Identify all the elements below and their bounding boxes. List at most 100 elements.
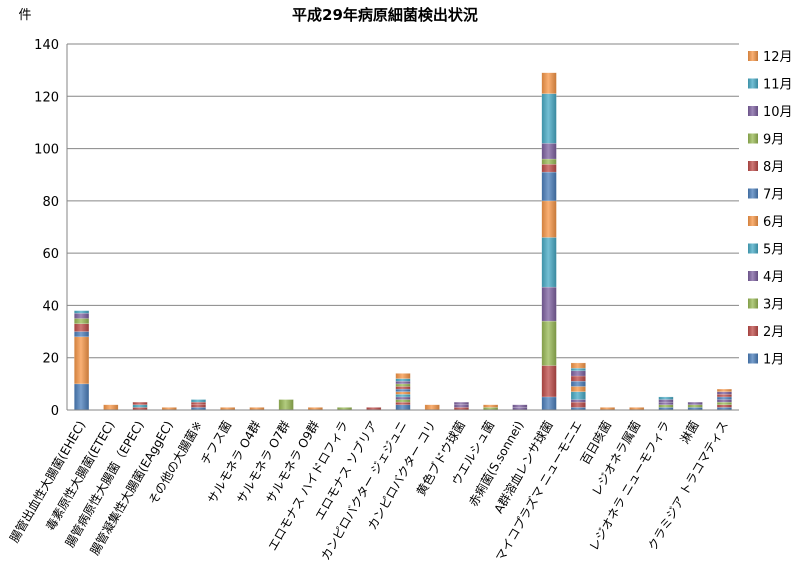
- bar-segment: [395, 394, 411, 398]
- chart-title: 平成29年病原細菌検出状況: [292, 6, 478, 24]
- bar-segment: [658, 399, 674, 403]
- bar-segment: [395, 378, 411, 382]
- bar-segment: [658, 404, 674, 408]
- bar-segment: [424, 404, 440, 411]
- legend-label: 9月: [763, 133, 784, 148]
- legend-swatch: [748, 271, 758, 281]
- y-axis-ticks: 0 20 40 60 80 100 120 140: [34, 38, 59, 419]
- bar-segment: [512, 404, 528, 408]
- bar-segment: [541, 396, 557, 411]
- y-tick-label: 120: [34, 90, 59, 105]
- legend-label: 5月: [763, 243, 784, 258]
- bar-segment: [716, 391, 732, 395]
- bar-segment: [716, 404, 732, 408]
- bar-segment: [716, 396, 732, 400]
- bar-segment: [687, 404, 703, 408]
- gridlines: [67, 43, 739, 411]
- axes: [66, 44, 739, 411]
- bar-segment: [190, 399, 207, 403]
- bar-segment: [570, 370, 586, 377]
- x-tick-label: その他の大腸菌※: [146, 419, 205, 507]
- bar-segment: [395, 399, 411, 403]
- legend-label: 8月: [763, 160, 784, 175]
- bar-segment: [395, 386, 411, 390]
- legend-label: 11月: [763, 78, 793, 93]
- bar-segment: [716, 394, 732, 398]
- bar-segment: [570, 375, 586, 382]
- bar-segment: [541, 237, 557, 288]
- bar-segment: [278, 399, 294, 411]
- bar-segment: [658, 396, 674, 400]
- bar-segment: [570, 391, 586, 400]
- x-tick-label: 淋菌: [678, 419, 702, 447]
- bar-segment: [74, 318, 90, 324]
- legend-swatch: [748, 133, 758, 144]
- bar-segment: [395, 380, 411, 385]
- y-tick-label: 20: [42, 352, 59, 367]
- bar-segment: [74, 313, 90, 319]
- bar-segment: [103, 404, 119, 411]
- bar-segment: [395, 383, 411, 387]
- bar-segment: [570, 399, 586, 403]
- legend-swatch: [748, 78, 758, 89]
- bar-segment: [541, 72, 557, 94]
- bar-segment: [541, 320, 557, 366]
- y-tick-label: 40: [42, 299, 59, 314]
- bar-segment: [453, 401, 469, 406]
- bar-segment: [74, 323, 90, 332]
- bar-segment: [74, 383, 90, 411]
- bar-segment: [541, 171, 557, 202]
- bar-segment: [190, 401, 207, 406]
- legend-swatch: [748, 353, 758, 364]
- bar-segment: [483, 404, 499, 408]
- legend-label: 1月: [763, 353, 784, 368]
- legend-label: 4月: [763, 270, 784, 285]
- bar-segment: [395, 401, 411, 406]
- bar-segment: [74, 310, 90, 314]
- legend-swatch: [748, 106, 758, 116]
- legend-swatch: [748, 188, 758, 199]
- bar-segment: [716, 401, 732, 406]
- legend-label: 12月: [763, 50, 793, 65]
- bar-segment: [132, 401, 148, 406]
- y-tick-label: 60: [42, 247, 59, 262]
- y-axis-unit-label: 件: [18, 8, 31, 23]
- bar-segment: [658, 401, 674, 406]
- bar-segment: [541, 93, 557, 144]
- legend-swatch: [748, 51, 758, 61]
- bar-segment: [74, 331, 90, 338]
- bar-segment: [541, 365, 557, 398]
- bar-segment: [453, 404, 469, 408]
- bar-segment: [132, 404, 148, 408]
- legend-label: 3月: [763, 298, 784, 313]
- bar-segment: [716, 399, 732, 403]
- bar-segment: [395, 391, 411, 395]
- bar-segment: [541, 200, 557, 238]
- bar-segment: [570, 380, 586, 387]
- bar-segment: [541, 143, 557, 160]
- bar-segment: [716, 388, 732, 392]
- x-axis-labels: 腸管出血性大腸菌(EHEC)毒素原性大腸菌(ETEC)腸管病原性大腸菌（EPEC…: [6, 418, 731, 564]
- y-tick-label: 0: [51, 404, 59, 419]
- legend-swatch: [748, 243, 758, 254]
- bar-segment: [570, 401, 586, 408]
- bar-segment: [541, 286, 557, 322]
- legend-label: 2月: [763, 325, 784, 340]
- bar-segment: [687, 401, 703, 406]
- bar-segment: [570, 362, 586, 369]
- y-tick-label: 140: [34, 38, 59, 53]
- bar-segment: [395, 404, 411, 411]
- legend: 12月 11月 10月 9月 8月 7月 6月 5月 4月 3月 2月 1月: [748, 50, 793, 368]
- legend-swatch: [748, 161, 758, 171]
- bar-segment: [570, 367, 586, 372]
- bars: [74, 72, 732, 411]
- bar-segment: [74, 336, 90, 385]
- bar-segment: [395, 373, 411, 379]
- bar-segment: [395, 396, 411, 400]
- legend-label: 10月: [763, 105, 793, 120]
- legend-label: 7月: [763, 188, 784, 203]
- bar-segment: [541, 164, 557, 173]
- y-tick-label: 100: [34, 143, 59, 158]
